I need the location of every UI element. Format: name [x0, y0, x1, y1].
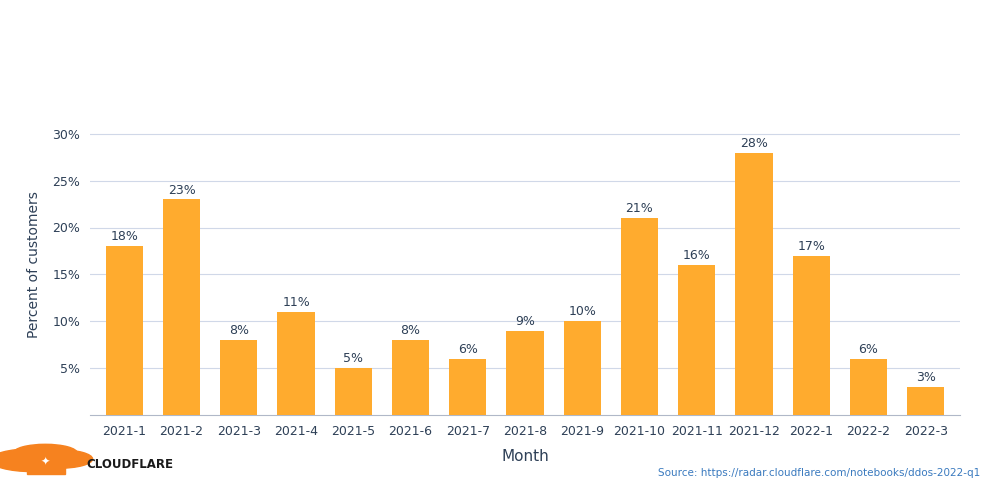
Bar — [621, 218, 658, 415]
Bar — [678, 265, 715, 415]
Circle shape — [13, 444, 77, 462]
Text: Ransom DDoS Attacks & Threats by Month: Ransom DDoS Attacks & Threats by Month — [25, 35, 757, 64]
Bar — [907, 387, 944, 415]
Text: 6%: 6% — [858, 343, 878, 356]
Bar — [220, 340, 257, 415]
Text: 6%: 6% — [458, 343, 478, 356]
Y-axis label: Percent of customers: Percent of customers — [27, 192, 41, 338]
Bar — [106, 246, 143, 415]
Text: 8%: 8% — [401, 324, 421, 337]
Text: 17%: 17% — [797, 240, 825, 253]
Text: 8%: 8% — [229, 324, 249, 337]
X-axis label: Month: Month — [501, 449, 549, 464]
Bar — [27, 457, 65, 474]
Bar — [277, 312, 315, 415]
Bar — [850, 359, 887, 415]
Text: 10%: 10% — [568, 306, 596, 318]
Text: 28%: 28% — [740, 136, 768, 149]
Text: CLOUDFLARE: CLOUDFLARE — [86, 458, 173, 471]
Text: 21%: 21% — [626, 202, 653, 215]
Bar — [506, 330, 544, 415]
Text: 5%: 5% — [343, 352, 363, 366]
Text: 11%: 11% — [282, 296, 310, 309]
Bar — [392, 340, 429, 415]
Text: 9%: 9% — [515, 315, 535, 328]
Circle shape — [24, 450, 93, 468]
Text: 16%: 16% — [683, 249, 711, 262]
Text: 3%: 3% — [916, 371, 936, 384]
Text: ✦: ✦ — [41, 456, 50, 466]
Bar — [793, 256, 830, 415]
Bar — [564, 322, 601, 415]
Text: Source: https://radar.cloudflare.com/notebooks/ddos-2022-q1: Source: https://radar.cloudflare.com/not… — [658, 468, 980, 477]
Circle shape — [0, 449, 74, 471]
Bar — [163, 200, 200, 415]
Text: 18%: 18% — [110, 230, 138, 243]
Bar — [735, 152, 773, 415]
Text: 23%: 23% — [168, 184, 195, 196]
Bar — [449, 359, 486, 415]
Bar — [335, 368, 372, 415]
